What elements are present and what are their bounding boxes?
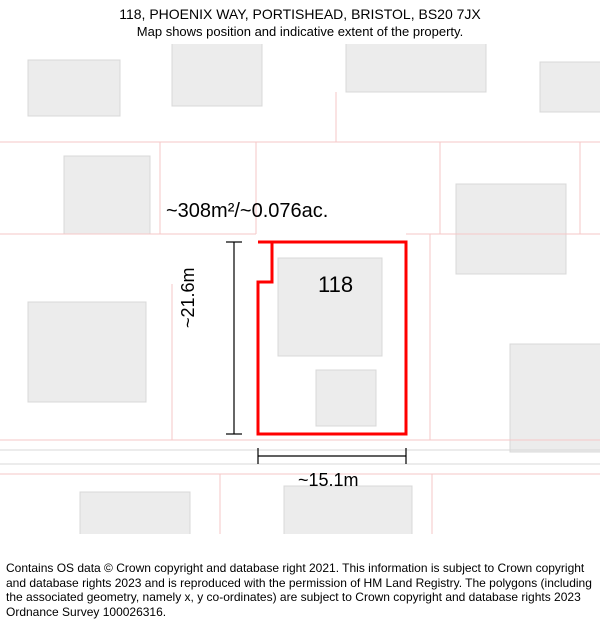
building-shape — [456, 184, 566, 274]
building-shape — [172, 44, 262, 106]
building-shape — [28, 302, 146, 402]
header-title: 118, PHOENIX WAY, PORTISHEAD, BRISTOL, B… — [0, 6, 600, 22]
map-area: ~308m²/~0.076ac. ~21.6m ~15.1m 118 — [0, 44, 600, 534]
house-number-label: 118 — [318, 272, 353, 298]
building-shape — [346, 44, 486, 92]
area-label: ~308m²/~0.076ac. — [166, 200, 328, 223]
building-shape — [540, 62, 600, 112]
building-shape — [64, 156, 150, 234]
header-subtitle: Map shows position and indicative extent… — [0, 24, 600, 39]
width-dimension-label: ~15.1m — [298, 470, 359, 491]
map-svg — [0, 44, 600, 534]
building-shape — [28, 60, 120, 116]
building-shape — [80, 492, 190, 534]
building-shape — [510, 344, 600, 452]
header: 118, PHOENIX WAY, PORTISHEAD, BRISTOL, B… — [0, 0, 600, 39]
building-shape — [284, 486, 412, 534]
height-dimension-label: ~21.6m — [178, 267, 199, 328]
map-figure: 118, PHOENIX WAY, PORTISHEAD, BRISTOL, B… — [0, 0, 600, 625]
buildings-layer — [28, 44, 600, 534]
building-shape — [316, 370, 376, 426]
footer-attribution: Contains OS data © Crown copyright and d… — [6, 561, 594, 619]
